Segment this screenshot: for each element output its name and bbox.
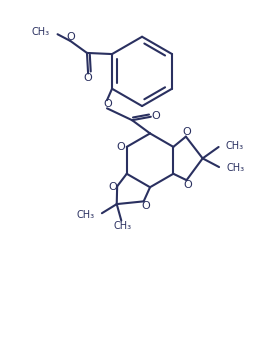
Text: CH₃: CH₃ [226,164,244,173]
Text: O: O [83,73,92,84]
Text: CH₃: CH₃ [226,141,244,151]
Text: O: O [182,127,191,137]
Text: O: O [183,180,192,190]
Text: CH₃: CH₃ [113,221,131,230]
Text: O: O [103,99,112,109]
Text: O: O [152,111,160,121]
Text: O: O [117,142,125,152]
Text: O: O [141,201,150,211]
Text: O: O [108,182,117,191]
Text: O: O [66,32,75,41]
Text: CH₃: CH₃ [76,211,95,221]
Text: CH₃: CH₃ [32,27,50,37]
